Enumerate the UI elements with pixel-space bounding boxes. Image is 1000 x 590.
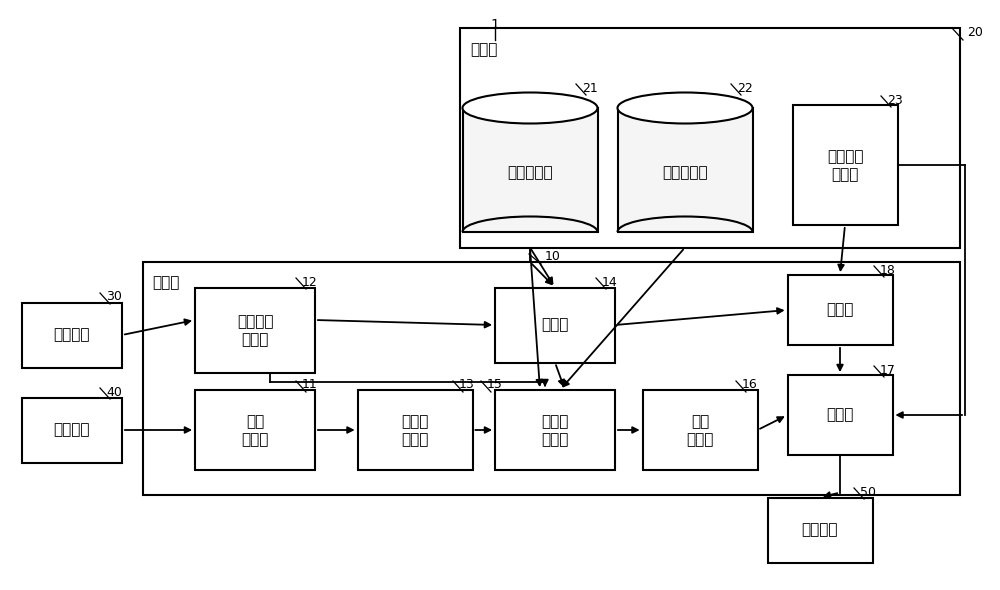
Bar	[22, 303, 122, 368]
Text: 21: 21	[582, 81, 598, 94]
Text: 第一数据库: 第一数据库	[507, 165, 553, 180]
Text: 顺序: 顺序	[691, 415, 709, 430]
Text: 计算部: 计算部	[686, 432, 714, 447]
Text: 输入装置: 输入装置	[54, 327, 90, 343]
Bar	[788, 375, 893, 455]
Text: 30: 30	[106, 290, 122, 303]
Text: 输出装置: 输出装置	[802, 523, 838, 537]
Text: 计算部: 计算部	[401, 432, 429, 447]
Text: 相似度: 相似度	[541, 415, 569, 430]
Text: 识别信息: 识别信息	[237, 314, 273, 329]
Text: 校正部: 校正部	[826, 303, 854, 317]
Text: 22: 22	[737, 81, 753, 94]
Bar	[195, 287, 315, 372]
Text: 特征量: 特征量	[401, 415, 429, 430]
Text: 选择部: 选择部	[541, 317, 569, 333]
Ellipse shape	[618, 93, 753, 123]
Text: 1: 1	[491, 18, 499, 32]
Text: 13: 13	[459, 379, 475, 392]
Text: 获取部: 获取部	[241, 333, 269, 348]
Text: 处理器: 处理器	[152, 275, 179, 290]
Text: 40: 40	[106, 385, 122, 398]
Bar	[768, 497, 872, 562]
Bar	[495, 287, 615, 362]
Bar	[642, 390, 758, 470]
Text: 收音装置: 收音装置	[54, 422, 90, 438]
Text: 获取部: 获取部	[241, 432, 269, 447]
Bar	[195, 390, 315, 470]
Text: 计算部: 计算部	[541, 432, 569, 447]
Text: 第二数据库: 第二数据库	[662, 165, 708, 180]
Text: 10: 10	[545, 251, 561, 264]
Text: 50: 50	[860, 486, 876, 499]
Bar	[462, 108, 598, 232]
Bar	[22, 398, 122, 463]
Text: 12: 12	[302, 276, 318, 289]
Text: 20: 20	[967, 27, 983, 40]
Text: 17: 17	[880, 363, 896, 376]
Bar	[358, 390, 473, 470]
Text: 23: 23	[887, 93, 903, 107]
Bar	[788, 275, 893, 345]
Text: 语音: 语音	[246, 415, 264, 430]
Text: 14: 14	[602, 276, 618, 289]
Text: 存储部: 存储部	[831, 168, 859, 182]
Bar	[143, 262, 960, 495]
Text: 18: 18	[880, 264, 896, 277]
Ellipse shape	[462, 93, 598, 123]
Bar	[618, 108, 753, 232]
Text: 16: 16	[742, 379, 758, 392]
Text: 11: 11	[302, 379, 318, 392]
Text: 判断部: 判断部	[826, 408, 854, 422]
Text: 15: 15	[487, 379, 503, 392]
Bar	[460, 28, 960, 248]
Text: 存储器: 存储器	[470, 42, 497, 57]
Bar	[792, 105, 898, 225]
Bar	[495, 390, 615, 470]
Text: 第一顺序: 第一顺序	[827, 149, 863, 165]
